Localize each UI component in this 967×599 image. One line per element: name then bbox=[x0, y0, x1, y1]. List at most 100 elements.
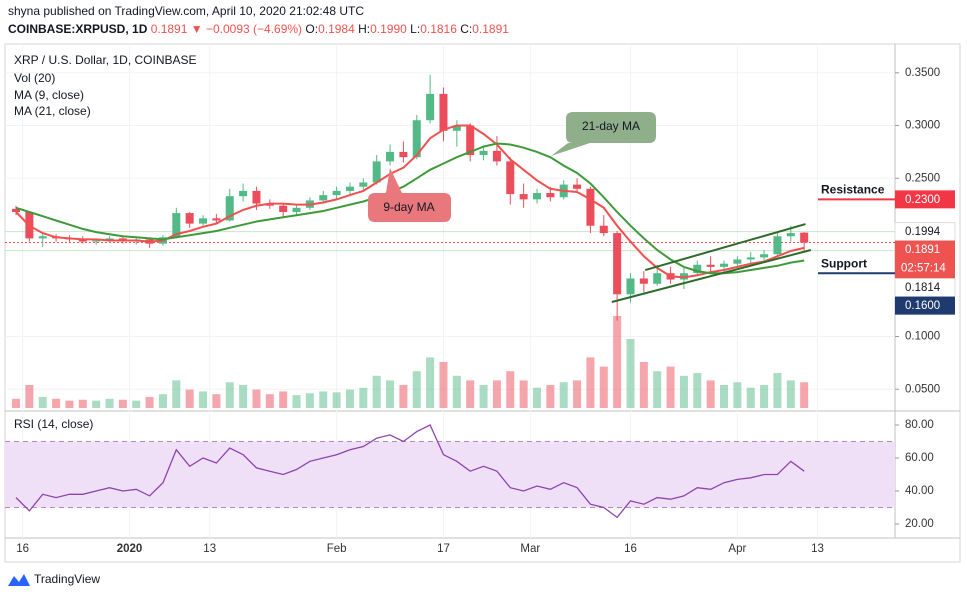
candle-body bbox=[105, 238, 114, 241]
volume-bar bbox=[546, 385, 555, 408]
y-tick-label: 0.1000 bbox=[905, 331, 940, 343]
ma-line bbox=[15, 142, 805, 275]
candle-body bbox=[693, 264, 702, 274]
candle-body bbox=[12, 208, 21, 213]
candle-body bbox=[506, 161, 515, 195]
candle-body bbox=[426, 93, 435, 121]
level-label: Support bbox=[821, 256, 867, 270]
level-label: Resistance bbox=[821, 183, 885, 197]
candle-body bbox=[92, 240, 101, 242]
volume-bar bbox=[439, 362, 448, 408]
callout bbox=[368, 168, 451, 222]
ohlc-value: 0.1990 bbox=[370, 22, 407, 36]
volume-bar bbox=[532, 387, 541, 408]
volume-bar bbox=[613, 316, 622, 408]
volume-bar bbox=[573, 380, 582, 408]
x-tick-label: Apr bbox=[728, 543, 746, 555]
rsi-title: RSI (14, close) bbox=[14, 417, 93, 431]
y-tick-label: 0.3500 bbox=[905, 67, 940, 79]
byline: shyna published on TradingView.com, Apri… bbox=[8, 4, 364, 18]
chart-frame bbox=[4, 43, 961, 563]
volume-bar bbox=[105, 398, 114, 408]
volume-bar bbox=[399, 385, 408, 408]
price-label: 0.1814 bbox=[905, 282, 941, 294]
ohlc-value: 0.1816 bbox=[420, 22, 457, 36]
annotation-21: 21-day MA bbox=[551, 112, 656, 156]
price-label-box bbox=[895, 240, 955, 279]
x-tick-label: Mar bbox=[520, 543, 540, 555]
volume-bar bbox=[305, 393, 314, 408]
volume-bar bbox=[265, 394, 274, 408]
ohlc-key: C: bbox=[460, 22, 472, 36]
candle-body bbox=[212, 218, 221, 221]
x-tick-label: Feb bbox=[327, 543, 347, 555]
candle-body bbox=[372, 161, 381, 183]
ohlc-key: L: bbox=[410, 22, 420, 36]
quote-line: COINBASE:XRPUSD, 1D 0.1891 ▼ −0.0093 (−4… bbox=[8, 22, 509, 36]
volume-bar bbox=[733, 382, 742, 408]
rsi-tick-label: 20.00 bbox=[905, 518, 934, 530]
x-tick-label: 17 bbox=[437, 543, 450, 555]
volume-bar bbox=[679, 375, 688, 408]
change-arrow: ▼ bbox=[191, 22, 203, 36]
candle-body bbox=[653, 273, 662, 284]
volume-bar bbox=[466, 380, 475, 408]
ohlc-value: 0.1984 bbox=[318, 22, 355, 36]
ma-line bbox=[15, 124, 805, 279]
volume-bar bbox=[653, 371, 662, 408]
volume-bar bbox=[773, 373, 782, 408]
callout-text: 9-day MA bbox=[383, 200, 434, 214]
price-label: 0.1600 bbox=[905, 300, 940, 312]
candle-body bbox=[706, 264, 715, 267]
plot-layer: 16 2020 13 Feb 17 Mar 16 Apr 13 0.3500 0.3000 0.250… bbox=[5, 44, 956, 555]
candle-body bbox=[239, 190, 248, 197]
chart-title: XRP / U.S. Dollar, 1D, COINBASE bbox=[14, 53, 197, 67]
trendline bbox=[611, 249, 812, 303]
legend-volume: Vol (20) bbox=[14, 71, 55, 85]
volume-bar bbox=[252, 389, 261, 408]
change: −0.0093 (−4.69%) bbox=[206, 22, 302, 36]
candle-body bbox=[492, 150, 501, 162]
volume-bar bbox=[118, 399, 127, 408]
volume-bar bbox=[372, 375, 381, 408]
x-tick-label: 16 bbox=[624, 543, 637, 555]
candle-body bbox=[292, 207, 301, 213]
volume-bar bbox=[292, 395, 301, 408]
candle-body bbox=[412, 120, 421, 158]
volume-bar bbox=[626, 339, 635, 408]
volume-bar bbox=[426, 357, 435, 408]
volume-bar bbox=[158, 394, 167, 408]
volume-bar bbox=[212, 394, 221, 408]
callout-text: 21-day MA bbox=[582, 119, 640, 133]
volume-bar bbox=[239, 385, 248, 408]
candle-body bbox=[639, 278, 648, 284]
price-label-box bbox=[895, 296, 955, 315]
candle-body bbox=[38, 236, 47, 239]
volume-bar bbox=[720, 385, 729, 408]
volume-bar bbox=[145, 396, 154, 408]
rsi-tick-label: 80.00 bbox=[905, 419, 934, 431]
volume-bar bbox=[506, 371, 515, 408]
candle-body bbox=[800, 232, 809, 243]
x-tick-label: 16 bbox=[16, 543, 29, 555]
candle-body bbox=[386, 151, 395, 162]
volume-bar bbox=[199, 391, 208, 408]
candle-body bbox=[345, 186, 354, 191]
volume-bar bbox=[599, 366, 608, 408]
brand: TradingView bbox=[34, 572, 100, 586]
volume-bar bbox=[65, 400, 74, 408]
x-tick-label: 2020 bbox=[117, 543, 143, 555]
legend-ma: MA (9, close) bbox=[14, 88, 84, 102]
rsi-line bbox=[15, 424, 805, 519]
ohlc-value: 0.1891 bbox=[472, 22, 509, 36]
candle-body bbox=[466, 125, 475, 156]
volume-bar bbox=[693, 373, 702, 408]
volume-bar bbox=[25, 385, 34, 408]
candle-body bbox=[679, 273, 688, 280]
volume-bar bbox=[519, 380, 528, 408]
candle-body bbox=[599, 225, 608, 234]
candle-body bbox=[532, 193, 541, 200]
volume-bar bbox=[38, 396, 47, 408]
volume-bar bbox=[586, 357, 595, 408]
